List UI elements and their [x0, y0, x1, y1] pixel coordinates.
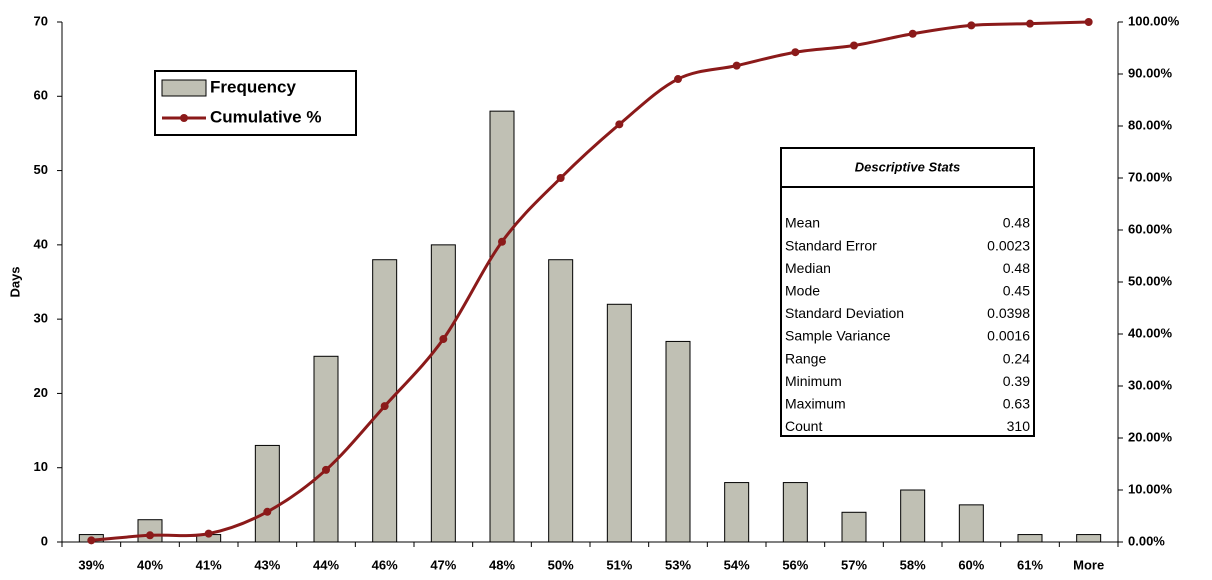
- stats-value: 0.63: [1003, 396, 1030, 412]
- cumulative-marker: [380, 402, 389, 411]
- cumulative-marker: [615, 120, 624, 129]
- bar: [372, 259, 398, 543]
- bar: [430, 244, 456, 543]
- y2-tick-label: 30.00%: [1128, 377, 1173, 392]
- y-tick-label: 10: [34, 459, 48, 474]
- stats-label: Median: [785, 260, 831, 276]
- stats-label: Minimum: [785, 373, 842, 389]
- bar: [841, 511, 867, 543]
- cumulative-marker: [146, 531, 154, 540]
- x-tick-label: 60%: [958, 557, 984, 572]
- x-tick-label: 40%: [137, 557, 163, 572]
- stats-value: 0.0398: [987, 305, 1030, 321]
- cumulative-marker: [850, 41, 858, 50]
- bar: [900, 489, 926, 543]
- stats-value: 0.48: [1003, 260, 1030, 276]
- y2-tick-label: 100.00%: [1128, 13, 1180, 28]
- cumulative-marker: [498, 237, 506, 246]
- cumulative-marker: [322, 465, 330, 474]
- legend-label: Cumulative %: [210, 107, 321, 126]
- y2-tick-label: 90.00%: [1128, 65, 1173, 80]
- cumulative-marker: [87, 536, 96, 545]
- y2-tick-label: 20.00%: [1128, 429, 1173, 444]
- y-tick-label: 20: [34, 385, 48, 400]
- y-tick-label: 0: [41, 533, 48, 548]
- x-tick-label: 41%: [196, 557, 222, 572]
- x-tick-label: 48%: [489, 557, 515, 572]
- stats-label: Standard Error: [785, 237, 877, 253]
- cumulative-marker: [674, 75, 682, 84]
- y-axis-label: Days: [7, 266, 22, 297]
- y-tick-label: 40: [34, 236, 48, 251]
- stats-title: Descriptive Stats: [855, 159, 961, 174]
- y-tick-label: 50: [34, 162, 48, 177]
- stats-label: Maximum: [785, 396, 846, 412]
- legend-marker: [180, 114, 188, 122]
- cumulative-marker: [1084, 18, 1093, 26]
- stats-value: 0.39: [1003, 373, 1030, 389]
- bar: [1017, 534, 1043, 543]
- x-tick-label: 47%: [430, 557, 456, 572]
- y2-tick-label: 0.00%: [1128, 533, 1165, 548]
- y2-tick-label: 40.00%: [1128, 325, 1173, 340]
- stats-value: 0.45: [1003, 283, 1030, 299]
- cumulative-marker: [556, 174, 565, 182]
- stats-label: Range: [785, 350, 826, 366]
- x-tick-label: 46%: [372, 557, 398, 572]
- x-tick-label: 58%: [900, 557, 926, 572]
- bar: [1076, 534, 1102, 543]
- stats-label: Mode: [785, 283, 820, 299]
- stats-label: Count: [785, 418, 822, 434]
- stats-label: Standard Deviation: [785, 305, 904, 321]
- bar: [606, 303, 632, 543]
- stats-label: Mean: [785, 215, 820, 231]
- bar: [665, 340, 691, 543]
- stats-value: 0.24: [1003, 350, 1030, 366]
- x-tick-label: 56%: [782, 557, 808, 572]
- stats-value: 0.48: [1003, 215, 1030, 231]
- cumulative-marker: [967, 21, 976, 30]
- bar: [254, 444, 280, 543]
- x-tick-label: 53%: [665, 557, 691, 572]
- cumulative-marker: [1026, 19, 1034, 28]
- x-tick-label: 43%: [254, 557, 280, 572]
- x-tick-label: 44%: [313, 557, 339, 572]
- y2-tick-label: 50.00%: [1128, 273, 1173, 288]
- bar: [958, 504, 984, 543]
- x-tick-label: 54%: [724, 557, 750, 572]
- stats-label: Sample Variance: [785, 328, 891, 344]
- x-tick-label: 50%: [548, 557, 574, 572]
- bar: [489, 110, 515, 543]
- x-tick-label: More: [1073, 557, 1104, 572]
- x-tick-label: 57%: [841, 557, 867, 572]
- cumulative-marker: [791, 48, 800, 57]
- x-tick-label: 61%: [1017, 557, 1043, 572]
- bar: [724, 482, 750, 543]
- stats-value: 0.0023: [987, 237, 1030, 253]
- legend-label: Frequency: [210, 77, 297, 96]
- legend-swatch: [161, 79, 207, 97]
- bar: [313, 355, 339, 543]
- y-tick-label: 60: [34, 88, 48, 103]
- stats-value: 0.0016: [987, 328, 1030, 344]
- cumulative-marker: [263, 507, 272, 516]
- cumulative-marker: [908, 29, 917, 38]
- y2-tick-label: 10.00%: [1128, 481, 1173, 496]
- bar: [548, 259, 574, 543]
- y2-tick-label: 60.00%: [1128, 221, 1173, 236]
- stats-value: 310: [1007, 418, 1031, 434]
- x-tick-label: 51%: [606, 557, 632, 572]
- y2-tick-label: 80.00%: [1128, 117, 1173, 132]
- y-tick-label: 70: [34, 13, 48, 28]
- y-tick-label: 30: [34, 311, 48, 326]
- x-tick-label: 39%: [78, 557, 104, 572]
- cumulative-marker: [204, 529, 213, 538]
- cumulative-marker: [732, 61, 741, 70]
- bar: [782, 482, 808, 543]
- y2-tick-label: 70.00%: [1128, 169, 1173, 184]
- stats-table: [780, 147, 1035, 437]
- cumulative-marker: [439, 335, 448, 344]
